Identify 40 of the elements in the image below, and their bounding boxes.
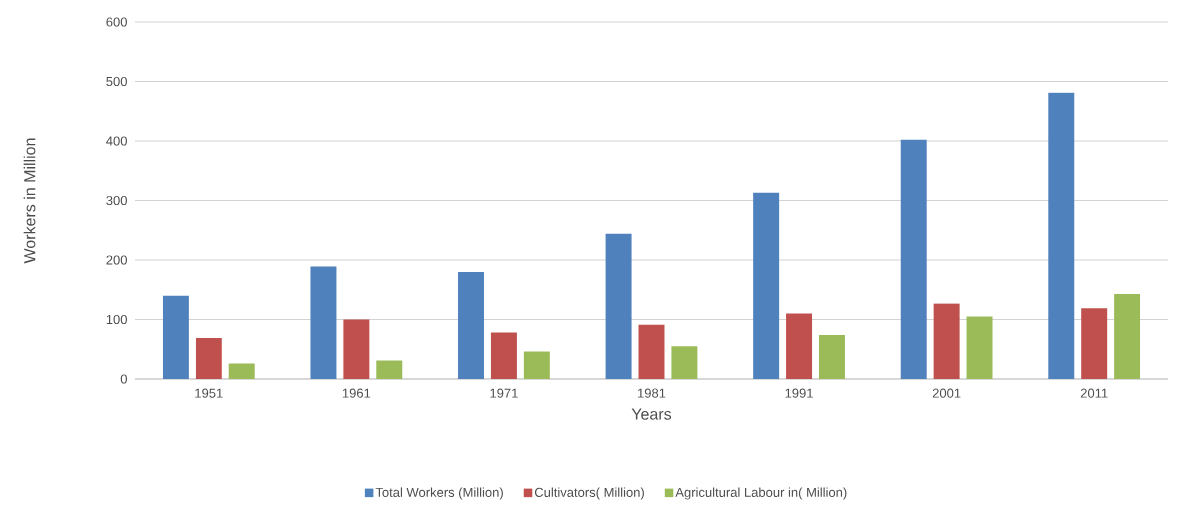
y-tick-label: 400	[106, 136, 127, 146]
legend-label: Cultivators( Million)	[534, 487, 644, 500]
bar	[228, 363, 255, 379]
bar	[1081, 308, 1108, 379]
bar	[1114, 293, 1141, 379]
bar	[195, 337, 222, 379]
bar	[605, 233, 632, 379]
bar	[1048, 92, 1075, 379]
bar	[671, 346, 698, 379]
bar	[786, 313, 813, 379]
x-tick-label: 2001	[932, 388, 961, 398]
bar	[523, 351, 550, 379]
bar	[933, 303, 960, 379]
bar	[638, 324, 665, 379]
y-tick-label: 600	[106, 17, 127, 27]
y-tick-label: 100	[106, 314, 127, 325]
legend-label: Total Workers (Million)	[375, 487, 503, 500]
x-tick-label: 1951	[195, 388, 223, 398]
bar	[376, 360, 403, 379]
y-tick-label: 300	[106, 195, 127, 206]
x-tick-label: 1971	[490, 388, 518, 398]
y-tick-label: 200	[106, 255, 127, 265]
bar	[310, 266, 337, 379]
bar	[343, 319, 370, 379]
bar	[966, 316, 993, 379]
y-tick-label: 500	[106, 76, 127, 87]
y-tick-label: 0	[120, 374, 127, 384]
legend-label: Agricultural Labour in( Million)	[675, 487, 847, 500]
x-axis-title: Years	[631, 408, 672, 420]
bar	[753, 192, 780, 379]
bar	[490, 332, 517, 379]
x-tick-label: 1991	[785, 388, 813, 398]
y-axis-title: Workers in Million	[23, 138, 36, 264]
x-tick-label: 1961	[342, 388, 371, 398]
bar	[162, 295, 189, 379]
bar	[458, 271, 484, 379]
x-tick-label: 2011	[1080, 388, 1108, 398]
bar	[818, 334, 845, 379]
x-tick-label: 1981	[638, 388, 666, 398]
bar	[900, 139, 927, 379]
